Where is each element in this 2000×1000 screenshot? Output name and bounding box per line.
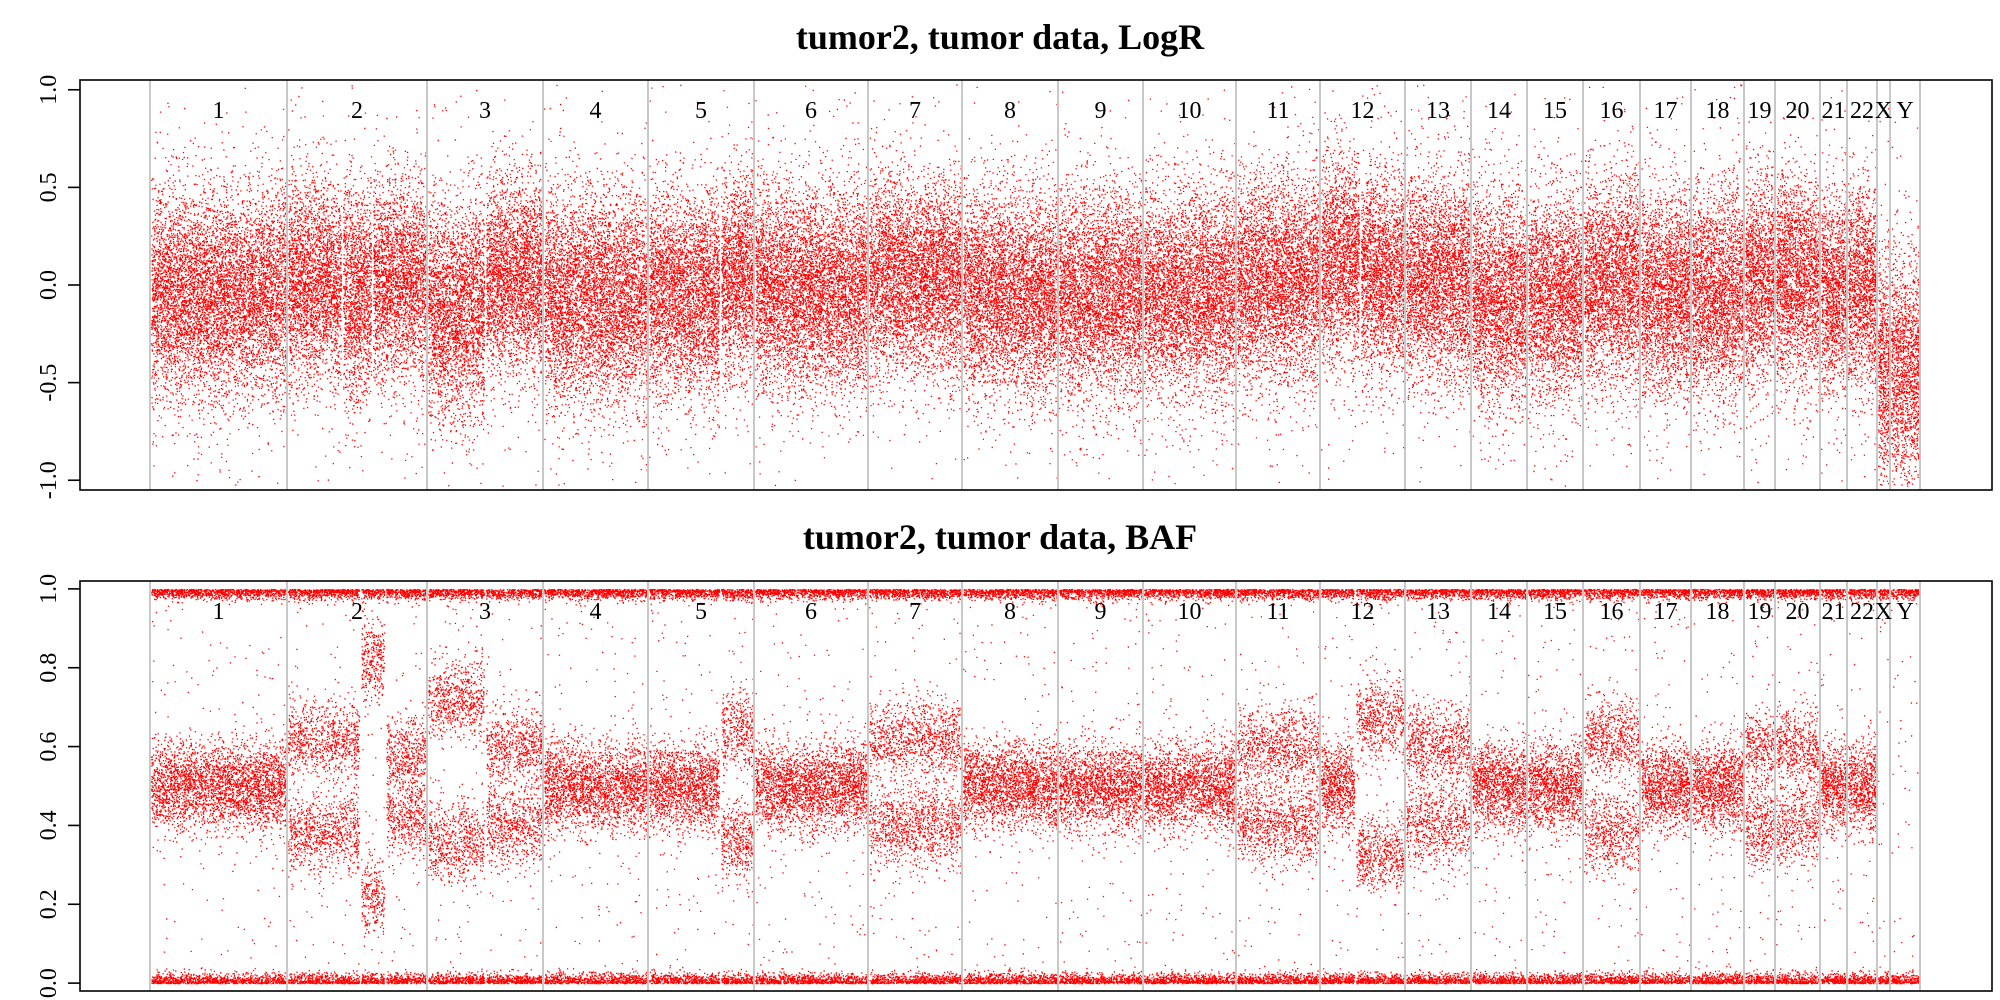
baf-chromosome-label: 5 bbox=[695, 599, 707, 625]
baf-chromosome-label: 15 bbox=[1543, 599, 1567, 625]
logr-chromosome-label: X bbox=[1875, 98, 1892, 124]
baf-chromosome-label: 11 bbox=[1266, 599, 1289, 625]
baf-chromosome-label: 12 bbox=[1351, 599, 1375, 625]
baf-chromosome-label: 20 bbox=[1786, 599, 1810, 625]
baf-chromosome-label: 3 bbox=[479, 599, 491, 625]
baf-chromosome-label: 18 bbox=[1706, 599, 1730, 625]
logr-chromosome-labels: 1 2 3 4 5 6 7 8 9 10 11 12 13 14 15 16 17 18 19 20 21 22 X Y bbox=[213, 98, 1914, 124]
logr-chromosome-label: 19 bbox=[1748, 98, 1772, 124]
logr-y-tick-label: 1.0 bbox=[36, 75, 62, 105]
logr-chromosome-separators bbox=[149, 80, 1921, 490]
baf-chromosome-label: 17 bbox=[1654, 599, 1678, 625]
baf-chromosome-label: 9 bbox=[1095, 599, 1107, 625]
baf-chromosome-label: 10 bbox=[1178, 599, 1202, 625]
logr-chromosome-label: 21 bbox=[1822, 98, 1846, 124]
baf-points bbox=[151, 588, 1921, 985]
baf-chromosome-label: 22 bbox=[1850, 599, 1874, 625]
baf-data-points bbox=[151, 588, 1921, 985]
baf-y-tick-label: 1.0 bbox=[36, 574, 62, 604]
logr-chromosome-label: Y bbox=[1896, 98, 1913, 124]
logr-chromosome-label: 13 bbox=[1426, 98, 1450, 124]
baf-plot-frame bbox=[79, 580, 1993, 992]
logr-chromosome-label: 7 bbox=[909, 98, 921, 124]
baf-chromosome-label: 4 bbox=[590, 599, 602, 625]
logr-chromosome-label: 4 bbox=[590, 98, 602, 124]
logr-chromosome-label: 22 bbox=[1850, 98, 1874, 124]
baf-y-tick-label: 0.8 bbox=[36, 653, 62, 683]
logr-chromosome-label: 17 bbox=[1654, 98, 1678, 124]
logr-chromosome-label: 3 bbox=[479, 98, 491, 124]
baf-chromosome-separators bbox=[149, 581, 1921, 991]
logr-y-tick-label: 0.5 bbox=[36, 172, 62, 202]
baf-chromosome-label: 16 bbox=[1600, 599, 1624, 625]
baf-chromosome-label: Y bbox=[1896, 599, 1913, 625]
logr-panel: 1 2 3 4 5 6 7 8 9 10 11 12 13 14 15 16 17 18 19 20 21 22 X Y -1… bbox=[36, 75, 1993, 499]
logr-chromosome-label: 2 bbox=[351, 98, 363, 124]
logr-chromosome-label: 9 bbox=[1095, 98, 1107, 124]
baf-chromosome-label: 21 bbox=[1822, 599, 1846, 625]
baf-chromosome-label: 14 bbox=[1487, 599, 1511, 625]
logr-chromosome-label: 10 bbox=[1178, 98, 1202, 124]
logr-chromosome-label: 6 bbox=[805, 98, 817, 124]
baf-chromosome-labels: 1 2 3 4 5 6 7 8 9 10 11 12 13 14 15 16 17 18 19 20 21 22 X Y bbox=[213, 599, 1914, 625]
logr-y-axis: -1.0 -0.5 0.0 0.5 1.0 bbox=[36, 75, 80, 499]
baf-chart-title: tumor2, tumor data, BAF bbox=[802, 517, 1198, 557]
logr-y-tick-label: 0.0 bbox=[36, 270, 62, 300]
baf-y-axis: 0.0 0.2 0.4 0.6 0.8 1.0 bbox=[36, 574, 80, 998]
baf-panel: 1 2 3 4 5 6 7 8 9 10 11 12 13 14 15 16 17 18 19 20 21 22 X Y 0.… bbox=[36, 574, 1993, 998]
baf-chromosome-label: 19 bbox=[1748, 599, 1772, 625]
logr-chromosome-label: 14 bbox=[1487, 98, 1511, 124]
baf-y-tick-label: 0.6 bbox=[36, 732, 62, 762]
baf-chromosome-label: 2 bbox=[351, 599, 363, 625]
logr-chromosome-label: 1 bbox=[213, 98, 225, 124]
baf-chromosome-label: 8 bbox=[1004, 599, 1016, 625]
logr-points bbox=[151, 84, 1921, 487]
logr-y-tick-label: -0.5 bbox=[36, 364, 62, 402]
baf-y-tick-label: 0.2 bbox=[36, 889, 62, 919]
baf-y-tick-label: 0.0 bbox=[36, 968, 62, 998]
logr-chromosome-label: 11 bbox=[1266, 98, 1289, 124]
logr-chromosome-label: 15 bbox=[1543, 98, 1567, 124]
logr-chart-title: tumor2, tumor data, LogR bbox=[795, 17, 1205, 57]
logr-data-points bbox=[151, 84, 1921, 487]
logr-chromosome-label: 5 bbox=[695, 98, 707, 124]
logr-chromosome-label: 18 bbox=[1706, 98, 1730, 124]
logr-chromosome-label: 16 bbox=[1600, 98, 1624, 124]
logr-chromosome-label: 12 bbox=[1351, 98, 1375, 124]
baf-chromosome-label: 1 bbox=[213, 599, 225, 625]
logr-chromosome-label: 8 bbox=[1004, 98, 1016, 124]
baf-chromosome-label: 6 bbox=[805, 599, 817, 625]
baf-chromosome-label: X bbox=[1875, 599, 1892, 625]
logr-plot-frame bbox=[79, 79, 1993, 491]
logr-chromosome-label: 20 bbox=[1786, 98, 1810, 124]
baf-y-tick-label: 0.4 bbox=[36, 810, 62, 840]
baf-chromosome-label: 7 bbox=[909, 599, 921, 625]
baf-chromosome-label: 13 bbox=[1426, 599, 1450, 625]
logr-y-tick-label: -1.0 bbox=[36, 461, 62, 499]
